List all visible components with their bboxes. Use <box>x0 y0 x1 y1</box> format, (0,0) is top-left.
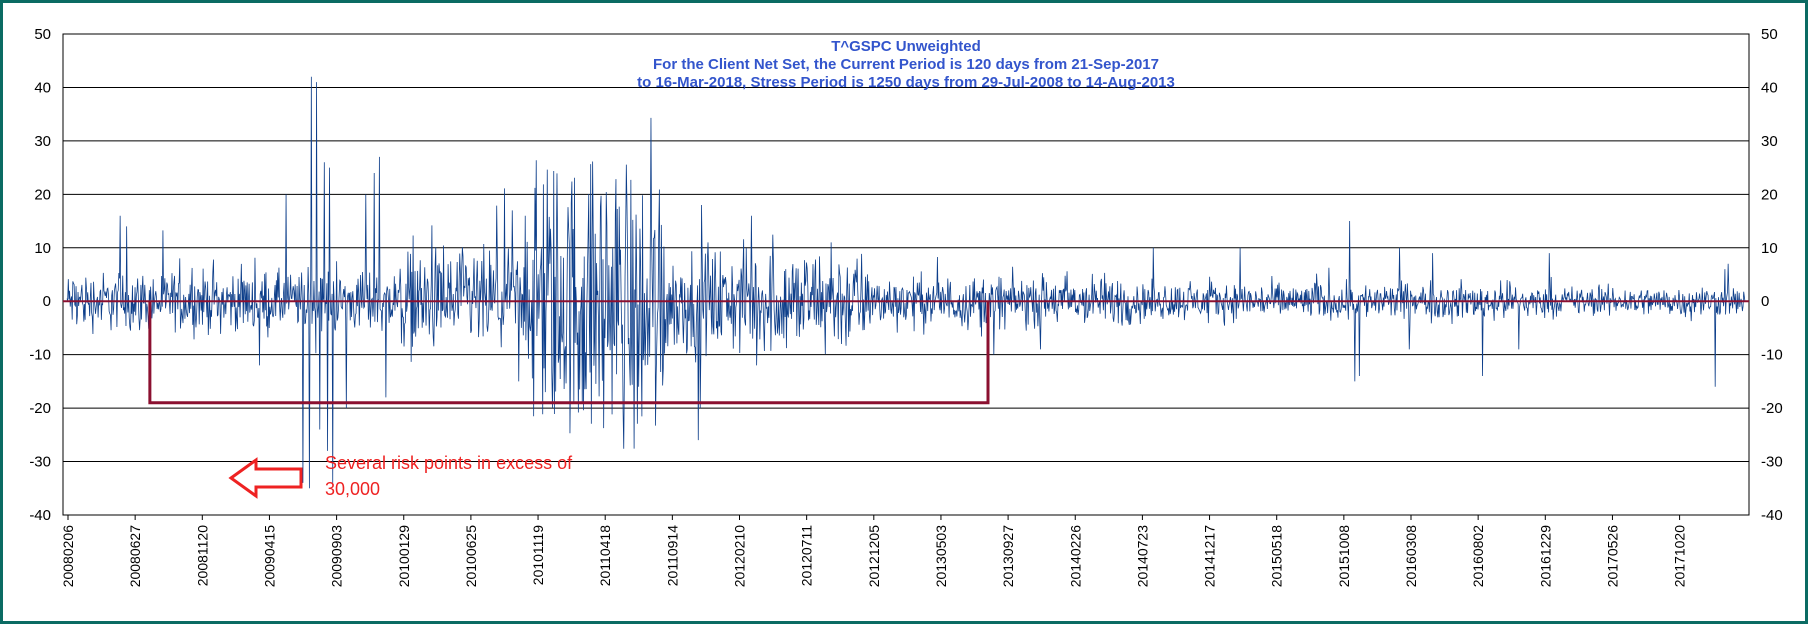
x-axis: 20080206 20080627 20081120 20090415 20090903… <box>60 515 1688 587</box>
y-tick-label-left: -20 <box>29 400 51 417</box>
chart-title-line3: to 16-Mar-2018, Stress Period is 1250 da… <box>637 74 1175 91</box>
x-tick-label: 20100129 <box>396 525 412 588</box>
x-tick-label: 20171020 <box>1672 525 1688 588</box>
y-tick-label-right: -10 <box>1761 347 1783 364</box>
y-tick-label-right: 40 <box>1761 79 1778 96</box>
series-line <box>66 76 1746 489</box>
x-tick-label: 20140226 <box>1067 525 1083 588</box>
y-tick-label-left: 10 <box>34 240 51 257</box>
y-tick-label-left: -30 <box>29 454 51 471</box>
x-tick-label: 20150518 <box>1269 525 1285 588</box>
x-tick-label: 20151008 <box>1336 525 1352 588</box>
x-tick-label: 20110418 <box>597 525 613 586</box>
x-tick-label: 20110914 <box>664 525 680 586</box>
chart-title-line2: For the Client Net Set, the Current Peri… <box>653 56 1159 73</box>
y-tick-label-left: 40 <box>34 79 51 96</box>
x-tick-label: 20161229 <box>1537 525 1553 588</box>
y-tick-label-right: -20 <box>1761 400 1783 417</box>
x-tick-label: 20130503 <box>933 525 949 588</box>
y-tick-label-left: 50 <box>34 26 51 43</box>
y-tick-label-right: -30 <box>1761 454 1783 471</box>
y-tick-label-right: 0 <box>1761 293 1769 310</box>
y-tick-label-right: 30 <box>1761 133 1778 150</box>
x-tick-label: 20080206 <box>60 525 76 588</box>
x-tick-label: 20120210 <box>732 525 748 588</box>
y-tick-label-right: 50 <box>1761 26 1778 43</box>
y-axis-left: 50 40 30 20 10 0 -10 -20 -30 -40 <box>29 26 51 524</box>
x-tick-label: 20140723 <box>1134 525 1150 588</box>
x-tick-label: 20100625 <box>463 525 479 588</box>
y-tick-label-left: 0 <box>43 293 51 310</box>
x-tick-label: 20130927 <box>1000 525 1016 588</box>
x-tick-label: 20090903 <box>329 525 345 588</box>
plot-area <box>62 33 1750 516</box>
x-tick-label: 20160802 <box>1470 525 1486 588</box>
x-tick-label: 20101119 <box>530 525 546 585</box>
annotation-text-line2: 30,000 <box>325 479 380 499</box>
line-chart: 50 40 30 20 10 0 -10 -20 -30 -40 50 40 30 20 10 0 -10 -2… <box>29 26 1783 587</box>
y-tick-label-right: 10 <box>1761 240 1778 257</box>
annotation-text-line1: Several risk points in excess of <box>325 453 573 473</box>
x-tick-label: 20090415 <box>261 525 277 588</box>
y-tick-label-left: 20 <box>34 186 51 203</box>
stress-bracket-group <box>148 301 990 405</box>
y-axis-right: 50 40 30 20 10 0 -10 -20 -30 -40 <box>1761 26 1783 524</box>
x-tick-label: 20121205 <box>866 525 882 588</box>
arrow-left-icon <box>228 457 303 499</box>
stress-period-bracket <box>148 301 990 405</box>
y-tick-label-left: -40 <box>29 507 51 524</box>
y-tick-label-right: -40 <box>1761 507 1783 524</box>
y-tick-label-right: 20 <box>1761 186 1778 203</box>
y-tick-label-left: -10 <box>29 347 51 364</box>
x-tick-label: 20080627 <box>127 525 143 588</box>
chart-title-line1: T^GSPC Unweighted <box>831 38 981 55</box>
x-tick-label: 20120711 <box>799 525 815 586</box>
x-tick-label: 20170526 <box>1604 525 1620 588</box>
series-group <box>66 76 1746 489</box>
y-tick-label-left: 30 <box>34 133 51 150</box>
x-tick-label: 20141217 <box>1202 525 1218 588</box>
x-tick-label: 20160308 <box>1403 525 1419 588</box>
x-tick-label: 20081120 <box>194 525 210 586</box>
